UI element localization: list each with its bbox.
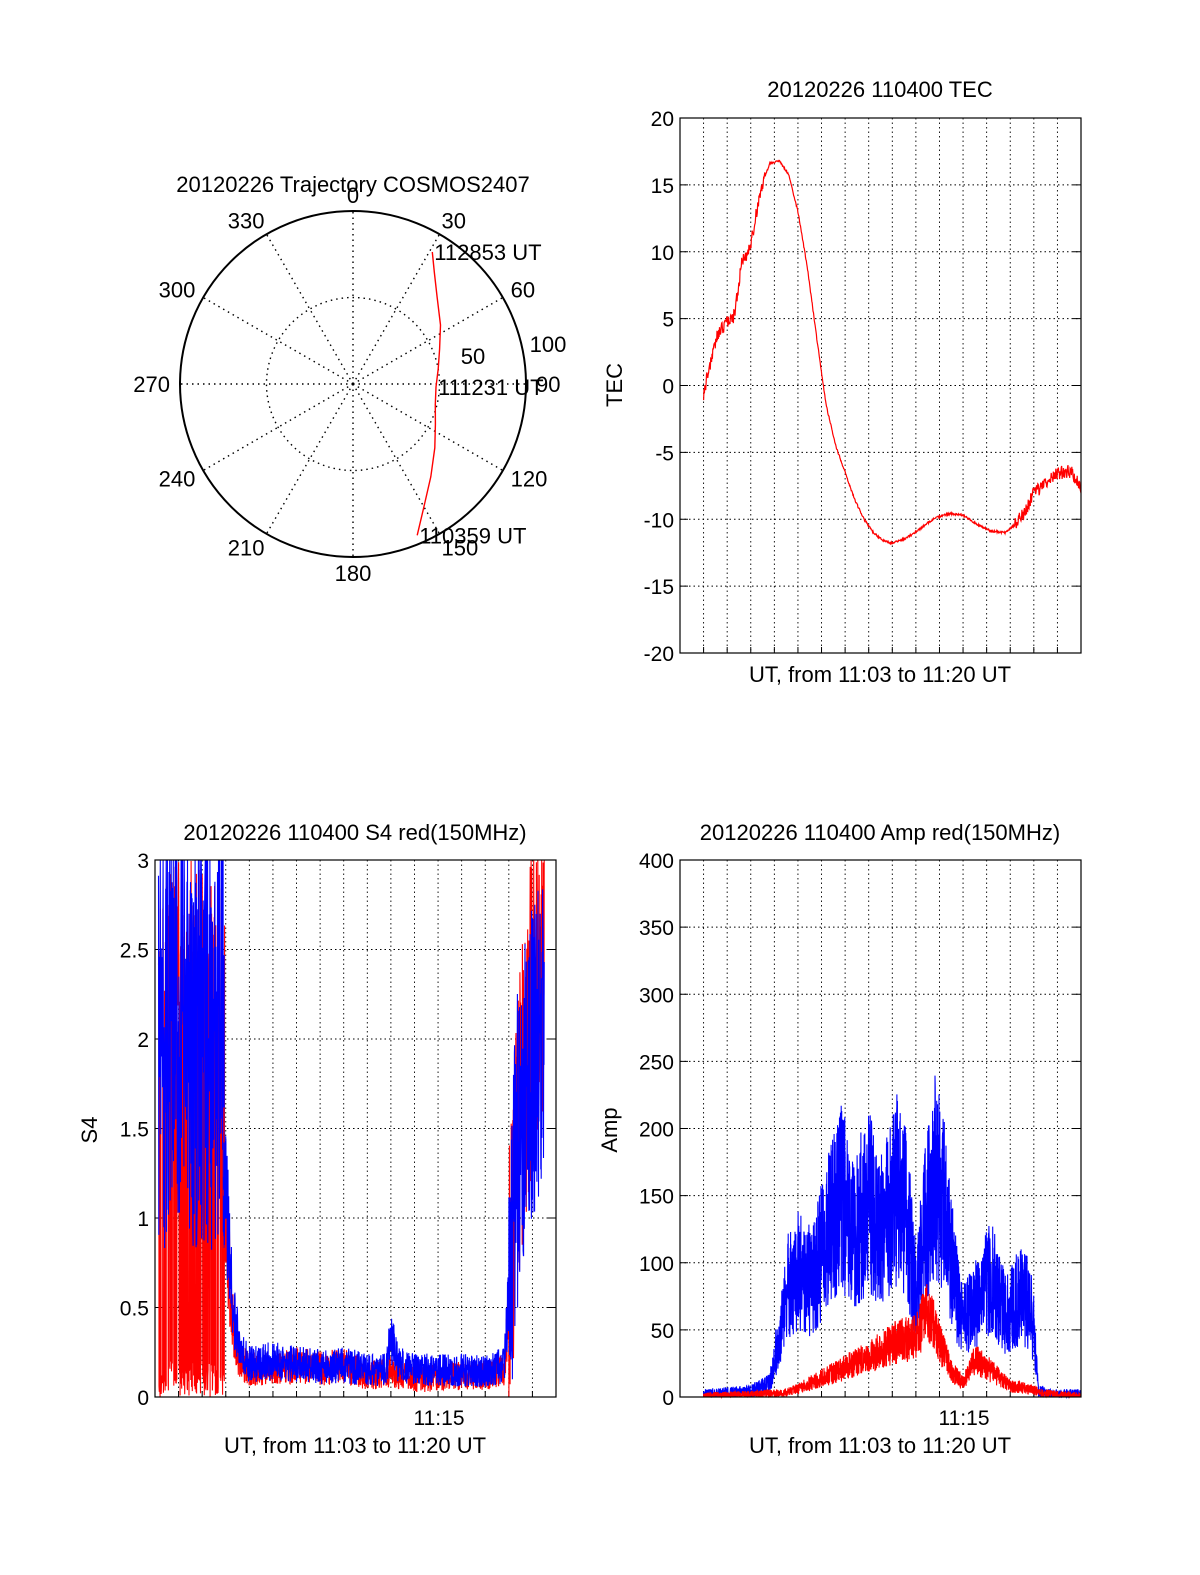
polar-angle-label: 90 — [536, 372, 560, 397]
y-tick-label: 2 — [137, 1029, 149, 1052]
polar-radius-labels: 50 100 — [461, 332, 567, 369]
y-tick-label: 200 — [639, 1119, 674, 1142]
y-tick-label: -5 — [655, 442, 674, 465]
polar-angle-label: 300 — [159, 278, 196, 303]
polar-angle-labels: 0 30 60 90 120 150 180 210 240 270 300 330 — [133, 183, 560, 586]
y-tick-label: 100 — [639, 1253, 674, 1276]
s4-x-tick-label: 11:15 — [414, 1407, 465, 1430]
y-tick-label: 20 — [651, 108, 674, 131]
trajectory-chart-title: 20120226 Trajectory COSMOS2407 — [176, 172, 529, 197]
polar-ring-50 — [265, 296, 441, 472]
polar-angle-label: 180 — [335, 561, 372, 586]
tec-chart-title: 20120226 110400 TEC — [767, 77, 993, 102]
y-tick-label: 0 — [137, 1387, 149, 1410]
amp-x-tick-label: 11:15 — [939, 1407, 990, 1430]
tec-series — [703, 159, 1082, 546]
y-tick-label: -10 — [644, 509, 674, 532]
y-tick-label: 1 — [137, 1208, 149, 1231]
polar-angle-label: 330 — [228, 208, 265, 233]
y-tick-label: 350 — [639, 917, 674, 940]
series-line — [157, 859, 226, 1250]
y-tick-label: 0 — [662, 376, 674, 399]
s4-chart-title: 20120226 110400 S4 red(150MHz) — [183, 820, 526, 845]
trajectory-series — [416, 251, 442, 536]
y-tick-label: -20 — [644, 643, 674, 666]
y-tick-label: 250 — [639, 1051, 674, 1074]
amp-chart-title: 20120226 110400 Amp red(150MHz) — [700, 820, 1060, 845]
amp-series — [703, 1075, 1082, 1400]
series-line — [222, 859, 545, 1398]
polar-angle-label: 270 — [133, 372, 170, 397]
s4-chart: 20120226 110400 S4 red(150MHz) 3 2.5 2 1.5 1… — [77, 820, 557, 1458]
s4-y-tick-labels: 3 2.5 2 1.5 1 0.5 0 — [120, 850, 149, 1410]
polar-angle-label: 60 — [511, 278, 535, 303]
y-tick-label: 15 — [651, 175, 674, 198]
tec-y-axis-label: TEC — [602, 363, 627, 407]
polar-spoke — [202, 296, 354, 385]
tec-y-tick-labels: 20 15 10 5 0 -5 -10 -15 -20 — [644, 108, 674, 666]
amp-y-tick-labels: 400 350 300 250 200 150 100 50 0 — [639, 850, 674, 1410]
y-tick-label: 50 — [651, 1320, 674, 1343]
polar-angle-label: 30 — [442, 208, 466, 233]
polar-radius-label: 50 — [461, 344, 485, 369]
y-tick-label: 2.5 — [120, 940, 149, 963]
s4-x-axis-label: UT, from 11:03 to 11:20 UT — [224, 1433, 486, 1458]
polar-spoke — [352, 383, 504, 472]
polar-angle-label: 150 — [442, 536, 479, 561]
polar-angle-label: 120 — [511, 467, 548, 492]
polar-spoke — [202, 383, 354, 472]
series-line — [703, 1284, 1082, 1400]
polar-spoke — [265, 383, 354, 535]
y-tick-label: 0 — [662, 1387, 674, 1410]
tec-chart: 20120226 110400 TEC 20151050-5-10-15-20 … — [602, 77, 1082, 687]
y-tick-label: 300 — [639, 984, 674, 1007]
trajectory-polar-chart: 20120226 Trajectory COSMOS2407 0 30 60 90 12… — [133, 172, 566, 586]
trajectory-time-annotation: 111231 UT — [438, 375, 544, 400]
amp-y-axis-label: Amp — [597, 1107, 622, 1152]
y-tick-label: 5 — [662, 309, 674, 332]
polar-spoke — [352, 296, 504, 385]
trajectory-annotations: 112853 UT 111231 UT 110359 UT — [419, 240, 543, 548]
polar-spoke — [352, 233, 441, 385]
s4-y-axis-label: S4 — [77, 1117, 102, 1144]
s4-plot-frame — [154, 859, 557, 1398]
y-tick-label: 0.5 — [120, 1298, 149, 1321]
y-tick-label: 1.5 — [120, 1119, 149, 1142]
tec-plot-frame — [679, 117, 1082, 654]
trajectory-time-annotation: 112853 UT — [434, 240, 541, 265]
polar-radius-label: 100 — [530, 332, 567, 357]
polar-angle-label: 0 — [347, 183, 359, 208]
polar-outer-ring — [179, 210, 527, 558]
amp-plot-frame — [679, 859, 1082, 1398]
y-tick-label: 400 — [639, 850, 674, 873]
amp-chart: 20120226 110400 Amp red(150MHz) 400 350 30… — [597, 820, 1082, 1458]
series-line — [222, 889, 545, 1388]
polar-spoke — [352, 383, 441, 535]
series-line — [703, 1075, 1082, 1400]
trajectory-time-annotation: 110359 UT — [419, 523, 526, 548]
series-line — [703, 159, 1082, 546]
s4-series — [157, 859, 545, 1398]
y-tick-label: 150 — [639, 1186, 674, 1209]
tec-grid — [679, 117, 1082, 654]
tec-x-axis-label: UT, from 11:03 to 11:20 UT — [749, 662, 1011, 687]
polar-angle-label: 240 — [159, 467, 196, 492]
amp-x-axis-label: UT, from 11:03 to 11:20 UT — [749, 1433, 1011, 1458]
polar-angle-label: 210 — [228, 536, 265, 561]
polar-grid — [179, 210, 527, 558]
polar-spoke — [265, 233, 354, 385]
y-tick-label: 10 — [651, 242, 674, 265]
y-tick-label: -15 — [644, 576, 674, 599]
y-tick-label: 3 — [137, 850, 149, 873]
trajectory-line — [416, 251, 442, 536]
